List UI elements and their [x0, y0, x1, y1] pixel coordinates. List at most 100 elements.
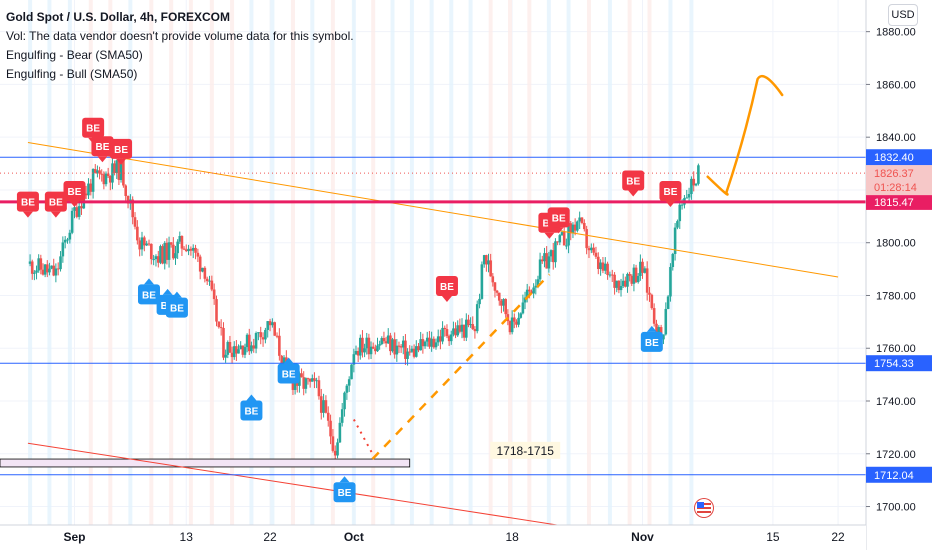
candle-body	[676, 221, 679, 228]
candle	[237, 344, 240, 354]
candle	[247, 328, 251, 355]
currency-button[interactable]: USD	[888, 4, 918, 26]
candle-body	[59, 256, 62, 270]
candle-body	[565, 245, 568, 247]
candle	[449, 330, 453, 345]
candle-body	[165, 242, 169, 260]
signal-band	[371, 0, 376, 525]
candle	[340, 402, 344, 427]
candle	[374, 344, 377, 355]
candle	[489, 253, 492, 277]
candle-body	[621, 280, 625, 286]
candle-body	[322, 400, 325, 413]
candle	[203, 266, 207, 283]
candle-body	[632, 267, 636, 284]
candle-body	[347, 379, 351, 386]
candle	[165, 238, 169, 265]
candle-body	[222, 327, 225, 358]
candle-body	[389, 335, 392, 352]
candle-body	[293, 381, 297, 390]
signal-band	[508, 0, 513, 525]
candle-body	[352, 354, 356, 365]
price-tag-bg	[866, 193, 932, 210]
candle-body	[41, 269, 45, 275]
candle	[313, 372, 316, 389]
candle	[167, 236, 171, 268]
candle-body	[371, 346, 375, 349]
indicator-bear[interactable]: Engulfing - Bear (SMA50)	[6, 48, 143, 62]
candle-body	[239, 345, 242, 350]
candle-body	[226, 342, 230, 355]
signal-band	[108, 0, 113, 525]
candle-body	[113, 163, 116, 173]
candle-body	[408, 351, 412, 353]
candle	[194, 244, 197, 260]
candle-body	[311, 378, 314, 382]
candle-body	[562, 232, 566, 246]
candle-body	[502, 299, 505, 306]
candle	[401, 335, 405, 355]
candle-body	[367, 337, 371, 355]
signal-band	[290, 0, 295, 525]
indicator-bull[interactable]: Engulfing - Bull (SMA50)	[6, 67, 138, 81]
candle-body	[452, 328, 455, 335]
symbol-title[interactable]: Gold Spot / U.S. Dollar, 4h, FOREXCOM	[6, 10, 231, 24]
signal-band	[527, 0, 532, 525]
candle	[478, 293, 481, 309]
label-box	[82, 117, 105, 138]
candle-body	[596, 256, 600, 269]
candle	[515, 319, 518, 328]
candle-body	[278, 335, 281, 356]
candle	[102, 171, 106, 190]
candle	[423, 340, 427, 349]
candle	[217, 321, 221, 329]
candle-body	[358, 337, 362, 356]
candle-body	[174, 253, 177, 259]
candle-body	[106, 173, 110, 177]
candle	[239, 341, 242, 350]
candle-body	[378, 344, 381, 346]
bull-engulfing-label: BE	[277, 357, 300, 384]
candle-body	[573, 224, 577, 231]
candle	[329, 414, 332, 445]
candle	[534, 279, 538, 295]
candle	[75, 201, 79, 219]
signal-band	[188, 0, 193, 525]
candle	[59, 251, 62, 272]
candle-body	[68, 232, 72, 240]
time-axis-bg	[0, 525, 866, 550]
candle-body	[495, 290, 499, 293]
candle	[452, 321, 455, 337]
us-flag-icon[interactable]	[694, 498, 714, 518]
candle-body	[219, 327, 223, 329]
label-pointer	[171, 291, 182, 298]
candle-body	[324, 400, 328, 413]
candle-body	[397, 345, 401, 347]
candle	[354, 345, 358, 356]
candle-body	[666, 296, 670, 309]
candle-body	[126, 195, 130, 204]
candle-body	[259, 332, 263, 338]
candle	[222, 322, 225, 361]
candle-body	[430, 338, 433, 347]
candle-body	[189, 248, 193, 251]
candle	[184, 244, 188, 253]
candle-body	[66, 239, 69, 241]
candle	[549, 249, 553, 262]
candle-body	[673, 227, 677, 255]
candle-body	[521, 302, 525, 314]
candle-body	[517, 317, 520, 325]
label-box	[165, 297, 188, 318]
candle	[37, 254, 40, 273]
y-tick-label: 1780.00	[876, 290, 916, 302]
candle-body	[482, 255, 486, 265]
candle-body	[329, 420, 332, 437]
candle-body	[428, 337, 431, 347]
candle	[243, 343, 247, 359]
candle	[358, 334, 362, 360]
candle	[338, 417, 342, 443]
candle-body	[338, 422, 342, 443]
candle-body	[331, 436, 335, 451]
candle	[628, 271, 631, 282]
